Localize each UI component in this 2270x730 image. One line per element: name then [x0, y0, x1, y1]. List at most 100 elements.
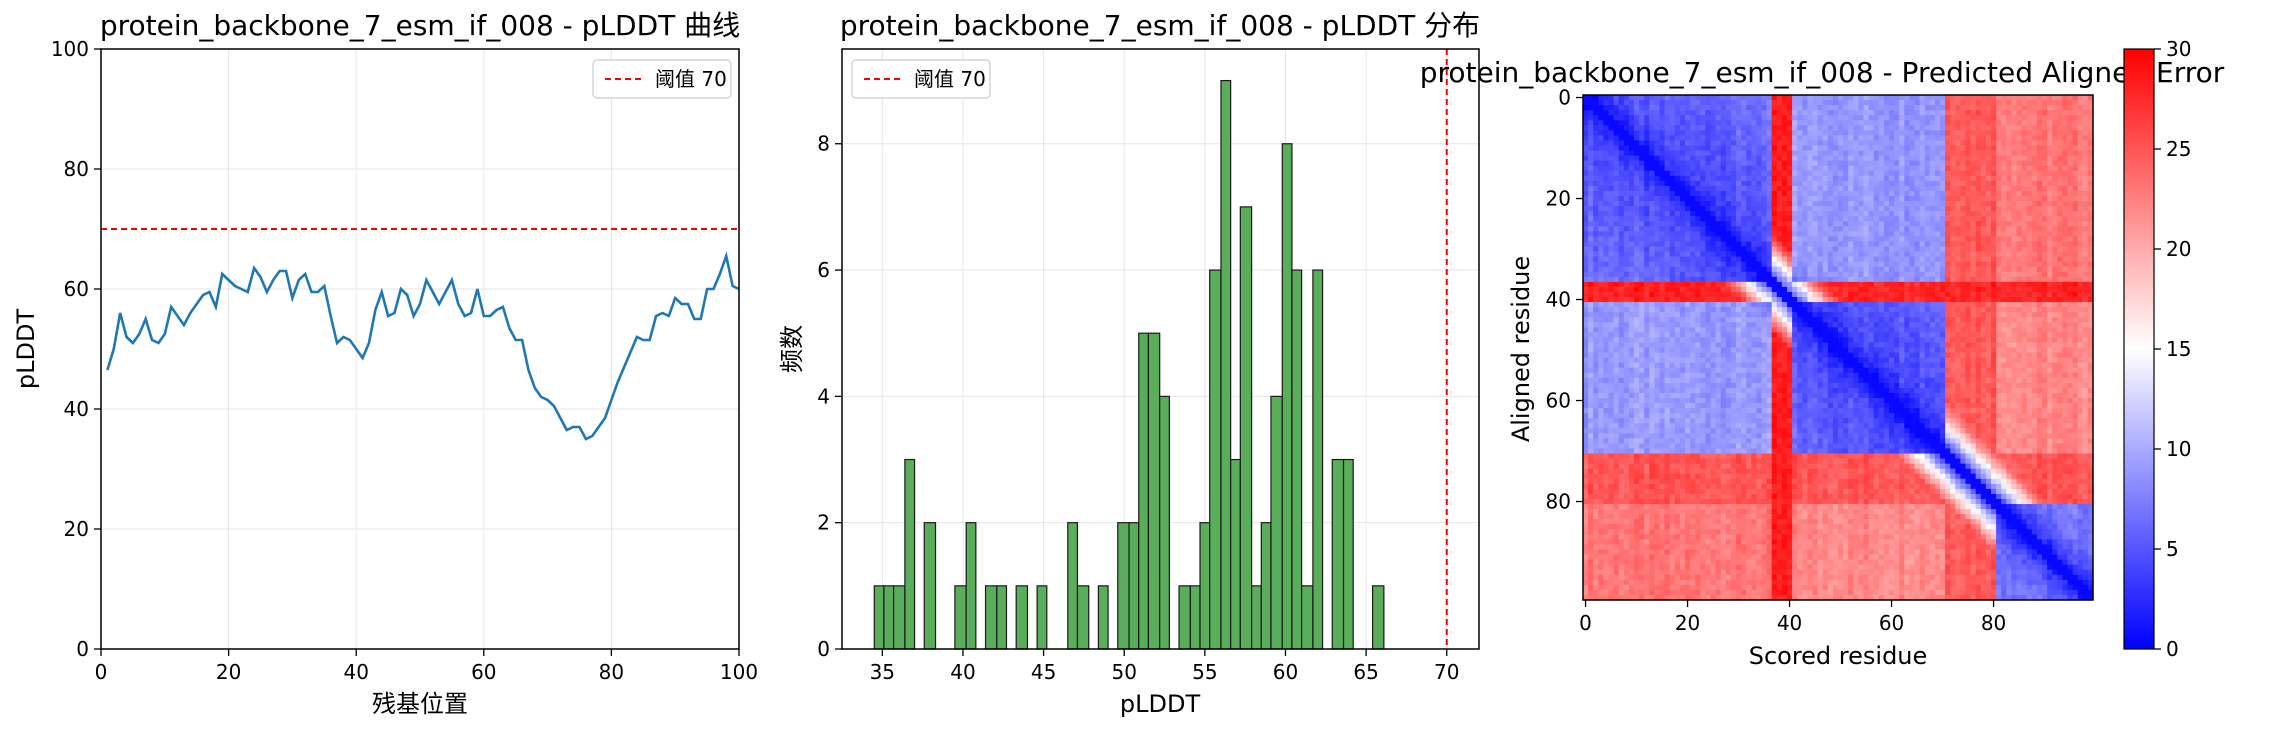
- pae-cell: [2047, 145, 2053, 151]
- pae-cell: [1873, 155, 1880, 162]
- pae-cell: [1649, 155, 1655, 162]
- pae-cell: [2021, 317, 2028, 323]
- pae-cell: [1940, 145, 1946, 151]
- pae-cell: [1909, 110, 1915, 116]
- pae-cell: [1955, 110, 1961, 116]
- pae-cell: [1593, 155, 1599, 162]
- pae-cell: [1659, 241, 1665, 247]
- pae-cell: [1960, 271, 1966, 278]
- pae-cell: [2042, 327, 2048, 333]
- pae-cell: [1766, 291, 1773, 298]
- pae-cell: [1827, 105, 1834, 111]
- pae-cell: [1669, 307, 1676, 313]
- pae-cell: [1685, 180, 1691, 187]
- pae-cell: [1868, 95, 1875, 101]
- pae-cell: [1593, 125, 1599, 131]
- pae-cell: [1863, 185, 1869, 192]
- pae-cell: [2087, 130, 2094, 136]
- pae-cell: [1919, 150, 1926, 156]
- pae-cell: [1863, 125, 1869, 131]
- pae-cell: [2057, 236, 2063, 242]
- pae-cell: [1756, 145, 1762, 151]
- pae-cell: [1603, 307, 1609, 313]
- pae-cell: [1934, 100, 1941, 106]
- pae-cell: [1639, 261, 1645, 268]
- pae-cell: [1766, 317, 1773, 323]
- pae-cell: [1634, 115, 1640, 121]
- pae-cell: [1787, 130, 1793, 136]
- pae-cell: [1914, 281, 1920, 288]
- pae-cell: [1940, 140, 1946, 146]
- pae-cell: [1797, 120, 1803, 126]
- pae-cell: [1613, 307, 1620, 313]
- pae-cell: [2067, 155, 2073, 162]
- pae-cell: [1603, 312, 1609, 318]
- pae-cell: [2036, 286, 2043, 293]
- pae-cell: [1919, 286, 1926, 293]
- pae-cell: [1965, 276, 1971, 283]
- pae-cell: [1761, 236, 1767, 242]
- pae-cell: [1649, 165, 1655, 172]
- pae-cell: [2001, 180, 2007, 187]
- pae-cell: [1940, 125, 1946, 131]
- pae-cell: [1838, 312, 1844, 318]
- pae-cell: [2052, 115, 2058, 121]
- pae-cell: [1863, 211, 1869, 217]
- pae-cell: [2042, 180, 2048, 187]
- pae-cell: [1751, 150, 1757, 156]
- pae-cell: [1776, 312, 1783, 318]
- pae-cell: [1848, 115, 1854, 121]
- pae-cell: [1751, 211, 1757, 217]
- pae-cell: [1761, 165, 1767, 172]
- pae-cell: [1690, 332, 1696, 338]
- pae-cell: [1664, 231, 1671, 237]
- pae-cell: [1807, 185, 1813, 192]
- pae-cell: [1975, 100, 1982, 106]
- pae-cell: [1858, 180, 1864, 187]
- pae-cell: [1955, 120, 1961, 126]
- pae-cell: [1598, 251, 1604, 257]
- pae-cell: [1904, 236, 1910, 242]
- pae-cell: [1980, 110, 1987, 116]
- pae-cell: [1730, 206, 1737, 212]
- pae-cell: [1832, 241, 1839, 247]
- pae-cell: [1858, 196, 1864, 202]
- pae-cell: [2057, 150, 2063, 156]
- pae-cell: [1980, 327, 1987, 333]
- pae-cell: [1878, 185, 1885, 192]
- pae-cell: [1593, 201, 1599, 207]
- pae-cell: [1787, 135, 1793, 141]
- pae-cell: [2036, 120, 2043, 126]
- pae-cell: [2001, 110, 2007, 116]
- pae-cell: [2026, 261, 2033, 268]
- pae-cell: [1730, 160, 1737, 167]
- pae-cell: [1751, 246, 1757, 252]
- pae-cell: [1985, 165, 1992, 172]
- pae-cell: [1746, 160, 1752, 167]
- pae-cell: [1761, 150, 1767, 156]
- pae-cell: [1598, 266, 1604, 273]
- pae-cell: [1730, 190, 1737, 197]
- pae-cell: [2082, 307, 2089, 313]
- pae-cell: [1863, 231, 1869, 237]
- pae-cell: [1695, 211, 1701, 217]
- pae-cell: [1634, 226, 1640, 232]
- pae-cell: [1838, 261, 1844, 268]
- pae-cell: [1608, 322, 1614, 328]
- pae-cell: [1980, 145, 1987, 151]
- pae-cell: [2057, 155, 2063, 162]
- pae-cell: [2011, 135, 2017, 141]
- pae-cell: [2072, 291, 2079, 298]
- pae-cell: [1608, 246, 1614, 252]
- pae-cell: [1843, 266, 1849, 273]
- pae-cell: [1781, 206, 1788, 212]
- pae-cell: [2006, 297, 2012, 303]
- pae-cell: [1618, 190, 1625, 197]
- pae-cell: [2021, 95, 2028, 101]
- pae-cell: [2001, 190, 2007, 197]
- pae-cell: [2087, 256, 2094, 263]
- pae-cell: [1766, 261, 1773, 268]
- pae-cell: [1695, 110, 1701, 116]
- x-tick-label: 40: [950, 660, 975, 684]
- pae-cell: [1639, 276, 1645, 283]
